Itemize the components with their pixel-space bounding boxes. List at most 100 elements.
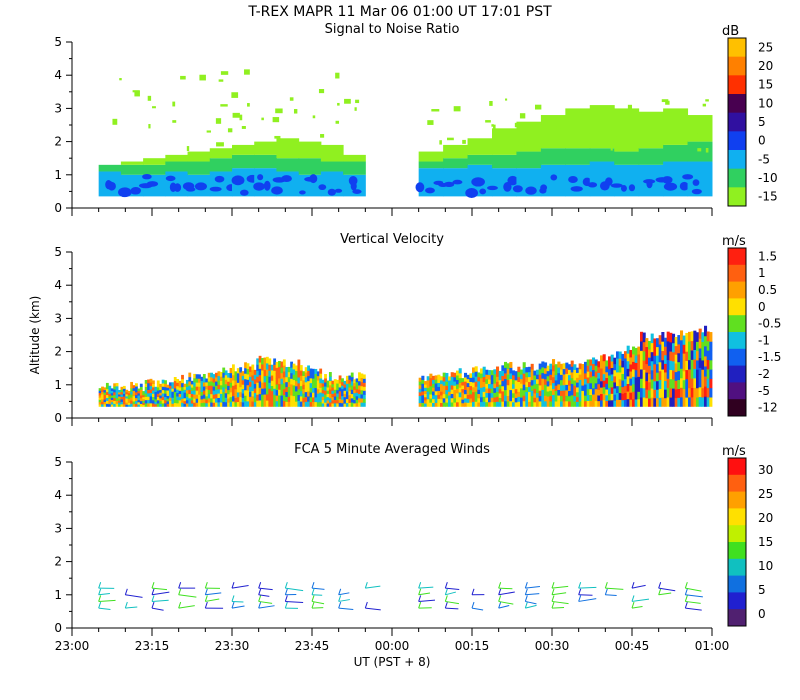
colorbar-swatch xyxy=(728,56,746,76)
velocity-cell xyxy=(613,388,617,395)
velocity-cell xyxy=(336,403,340,407)
wind-barb-feather xyxy=(231,582,235,589)
velocity-cell xyxy=(544,400,548,407)
velocity-cell xyxy=(554,369,558,376)
velocity-cell xyxy=(154,401,158,405)
snr-blob xyxy=(568,175,578,184)
velocity-cell xyxy=(709,369,713,379)
velocity-cell xyxy=(297,371,301,378)
wind-barb xyxy=(551,607,565,609)
velocity-cell xyxy=(215,393,218,399)
snr-speckle xyxy=(289,97,294,101)
velocity-cell xyxy=(506,374,510,380)
velocity-cell xyxy=(544,362,548,369)
velocity-cell xyxy=(704,356,708,367)
velocity-cell xyxy=(103,394,107,398)
velocity-cell xyxy=(496,381,500,387)
velocity-cell xyxy=(650,397,654,407)
velocity-cell xyxy=(360,385,364,391)
snr-speckle xyxy=(518,143,525,146)
velocity-cell xyxy=(632,376,636,385)
velocity-cell xyxy=(680,368,684,379)
velocity-cell xyxy=(229,401,233,407)
wind-barb xyxy=(125,594,143,598)
velocity-cell xyxy=(544,373,548,380)
snr-cell-mid xyxy=(443,158,469,169)
velocity-cell xyxy=(674,337,678,347)
velocity-cell xyxy=(450,372,454,377)
velocity-cell xyxy=(437,398,441,403)
wind-barb-feather xyxy=(578,582,582,589)
velocity-cell xyxy=(621,393,625,401)
velocity-cell xyxy=(217,393,221,398)
snr-speckle xyxy=(272,117,280,123)
velocity-cell xyxy=(578,368,582,375)
velocity-cell xyxy=(316,371,320,377)
velocity-cell xyxy=(142,402,146,405)
velocity-cell xyxy=(232,401,235,407)
velocity-cell xyxy=(205,392,209,397)
velocity-cell xyxy=(608,400,612,407)
velocity-cell xyxy=(251,395,255,402)
velocity-cell xyxy=(418,392,422,397)
velocity-cell xyxy=(512,388,516,394)
velocity-cell xyxy=(256,394,260,401)
snr-speckle xyxy=(427,120,434,125)
snr-cell-mid xyxy=(565,148,591,165)
velocity-cell xyxy=(278,372,281,379)
snr-cell-mid xyxy=(209,158,233,172)
velocity-cell xyxy=(560,379,564,386)
velocity-cell xyxy=(161,396,165,401)
velocity-cell xyxy=(309,382,313,388)
velocity-cell xyxy=(488,392,492,398)
colorbar-swatch xyxy=(728,399,746,417)
velocity-cell xyxy=(217,371,221,377)
panel1-title: Signal to Noise Ratio xyxy=(324,22,460,37)
velocity-cell xyxy=(509,373,513,380)
velocity-cell xyxy=(234,375,238,381)
velocity-cell xyxy=(118,404,121,407)
velocity-cell xyxy=(664,397,668,407)
velocity-cell xyxy=(549,385,553,391)
velocity-cell xyxy=(448,387,452,392)
velocity-cell xyxy=(282,394,286,401)
velocity-cell xyxy=(530,390,534,397)
velocity-cell xyxy=(120,386,124,390)
velocity-cell xyxy=(142,391,146,394)
velocity-cell xyxy=(98,401,102,405)
velocity-cell xyxy=(278,360,281,368)
velocity-cell xyxy=(161,379,165,384)
velocity-cell xyxy=(600,374,604,382)
snr-blob xyxy=(257,174,264,181)
velocity-cell xyxy=(437,374,441,380)
velocity-cell xyxy=(573,390,577,397)
velocity-cell xyxy=(584,367,588,374)
snr-speckle xyxy=(354,107,357,111)
velocity-cell xyxy=(195,374,199,379)
velocity-cell xyxy=(328,372,332,377)
velocity-cell xyxy=(258,362,262,369)
velocity-cell xyxy=(210,393,214,399)
velocity-cell xyxy=(244,384,247,391)
velocity-cell xyxy=(280,395,284,402)
colorbar-label: -1 xyxy=(758,333,770,347)
snr-cell-top xyxy=(418,151,444,162)
velocity-cell xyxy=(297,400,301,407)
velocity-cell xyxy=(488,401,492,407)
figure-title: T-REX MAPR 11 Mar 06 01:00 UT 17:01 PST xyxy=(248,4,552,20)
velocity-cell xyxy=(127,390,131,394)
velocity-cell xyxy=(345,383,349,388)
colorbar-swatch xyxy=(728,112,746,132)
velocity-cell xyxy=(493,369,497,375)
velocity-cell xyxy=(127,398,131,401)
velocity-cell xyxy=(127,402,131,405)
velocity-cell xyxy=(429,381,433,387)
velocity-cell xyxy=(602,373,606,381)
wind-barb-feather xyxy=(204,588,208,595)
velocity-cell xyxy=(530,401,534,407)
velocity-cell xyxy=(164,393,167,397)
velocity-cell xyxy=(333,385,337,390)
velocity-cell xyxy=(258,368,262,376)
velocity-cell xyxy=(210,389,214,395)
